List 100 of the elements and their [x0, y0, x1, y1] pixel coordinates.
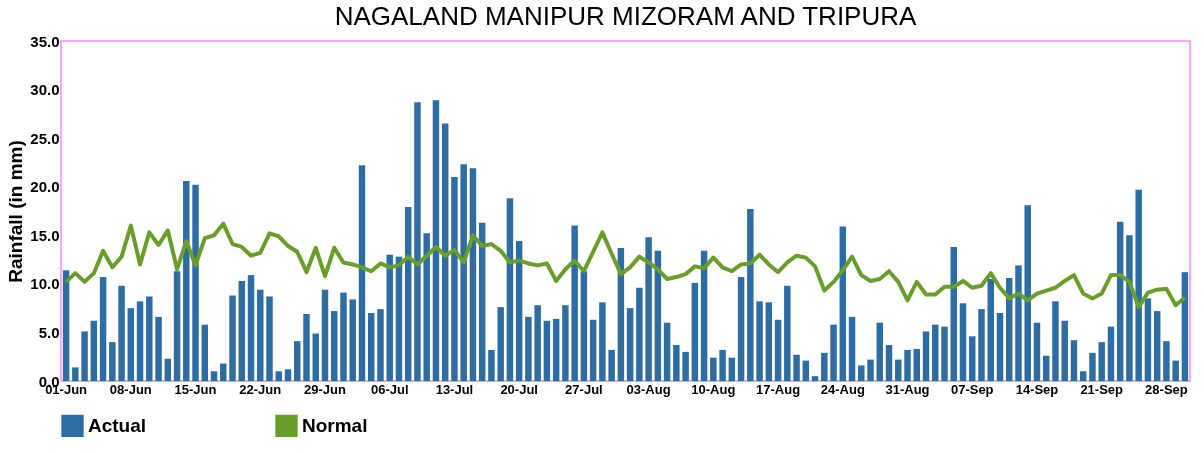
- x-tick-label: 22-Jun: [239, 381, 282, 397]
- bar: [885, 345, 893, 381]
- x-tick-label: 29-Jun: [304, 381, 346, 397]
- bar: [728, 357, 736, 381]
- bar: [155, 316, 162, 381]
- bar: [552, 318, 560, 381]
- bar: [663, 322, 671, 381]
- bar: [414, 102, 421, 381]
- bar: [1024, 205, 1031, 381]
- bar: [756, 301, 763, 381]
- y-tick-label: 10.0: [30, 275, 60, 293]
- bar: [1163, 341, 1170, 381]
- bar: [136, 301, 144, 381]
- bar: [1042, 355, 1050, 381]
- y-axis-title: Rainfall (in mm): [5, 140, 27, 283]
- bar: [904, 349, 911, 381]
- bar: [941, 326, 948, 381]
- bar: [802, 360, 810, 381]
- bar: [1181, 272, 1189, 381]
- x-tick-label: 21-Sep: [1080, 381, 1124, 397]
- bar: [589, 319, 597, 381]
- bar: [257, 289, 264, 381]
- bar: [543, 320, 551, 381]
- bar: [913, 348, 920, 381]
- x-tick-label: 31-Aug: [885, 381, 930, 397]
- bar: [1126, 235, 1133, 381]
- bar: [608, 349, 615, 381]
- x-tick-label: 07-Sep: [950, 381, 994, 397]
- bar: [599, 302, 606, 381]
- bar: [192, 184, 199, 381]
- bar: [238, 280, 246, 381]
- bar: [146, 296, 153, 381]
- chart-title: NAGALAND MANIPUR MIZORAM AND TRIPURA: [334, 1, 918, 31]
- bar: [959, 303, 967, 381]
- bar: [127, 308, 135, 381]
- x-tick-label: 14-Sep: [1015, 381, 1059, 397]
- bar: [774, 319, 782, 381]
- bar: [950, 246, 957, 381]
- bar: [284, 369, 292, 381]
- y-tick-label: 30.0: [30, 81, 60, 99]
- bar: [1070, 340, 1078, 381]
- bar: [747, 209, 754, 381]
- bar: [978, 309, 985, 381]
- bar: [682, 351, 689, 381]
- bar: [515, 241, 523, 381]
- bar: [506, 198, 514, 381]
- x-tick-label: 28-Sep: [1145, 381, 1188, 397]
- bar: [118, 285, 125, 381]
- bar: [62, 270, 70, 381]
- bar: [497, 307, 504, 381]
- legend-label: Actual: [88, 414, 147, 436]
- bar: [331, 311, 338, 381]
- bar: [340, 292, 347, 381]
- bar: [367, 313, 375, 381]
- bar: [99, 277, 107, 381]
- bar: [1135, 189, 1142, 381]
- bar: [626, 308, 634, 381]
- x-tick-label: 08-Jun: [109, 381, 152, 397]
- bar: [867, 359, 874, 381]
- bar: [571, 225, 578, 381]
- bar: [765, 302, 773, 381]
- bar: [895, 359, 902, 381]
- bar: [996, 313, 1004, 381]
- bar: [969, 336, 976, 381]
- bar: [109, 342, 116, 381]
- bar: [173, 271, 181, 381]
- bar: [1033, 322, 1041, 381]
- bar: [1107, 326, 1115, 381]
- x-tick-label: 10-Aug: [691, 381, 736, 397]
- bar: [386, 254, 393, 381]
- bar: [183, 180, 190, 381]
- bar: [710, 357, 717, 381]
- bar: [737, 277, 745, 381]
- bar: [451, 177, 458, 381]
- bar: [1061, 320, 1068, 381]
- bar: [441, 123, 449, 381]
- bar: [358, 165, 366, 381]
- bar: [90, 320, 98, 381]
- bar: [164, 358, 172, 381]
- bar: [784, 285, 791, 381]
- bar: [303, 313, 310, 381]
- bar: [229, 295, 236, 381]
- bar: [275, 371, 282, 381]
- line-series: [64, 221, 1187, 310]
- bar: [201, 324, 209, 381]
- bar: [691, 282, 699, 381]
- bar: [432, 100, 440, 381]
- x-tick-label: 24-Aug: [820, 381, 865, 397]
- bar: [793, 354, 800, 381]
- bar: [580, 271, 588, 381]
- bar: [81, 331, 88, 381]
- bar: [821, 352, 828, 381]
- x-tick-label: 27-Jul: [565, 381, 603, 397]
- bar: [1098, 342, 1105, 381]
- bar: [858, 365, 865, 381]
- bar: [645, 237, 652, 381]
- bar: [987, 279, 994, 381]
- bar: [349, 299, 356, 381]
- bar: [1089, 352, 1096, 381]
- y-tick-label: 20.0: [30, 178, 60, 196]
